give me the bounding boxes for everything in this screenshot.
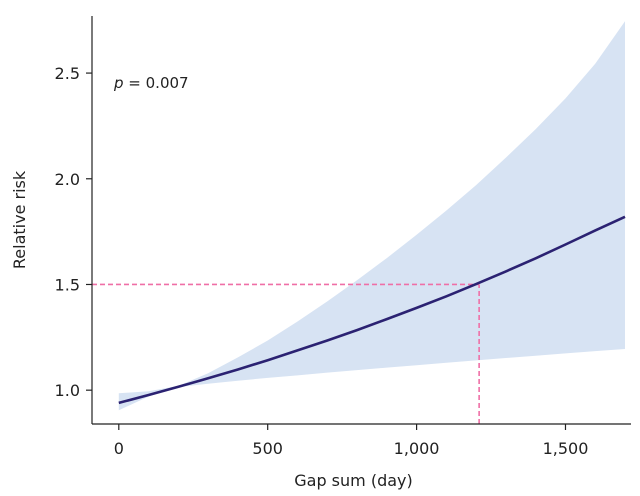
x-tick-label: 0	[114, 439, 124, 458]
y-tick-label: 1.5	[55, 275, 80, 294]
x-tick-label: 500	[252, 439, 283, 458]
confidence-band	[118, 21, 626, 411]
plot-area	[92, 21, 626, 424]
y-axis-title: Relative risk	[10, 170, 29, 269]
y-tick-label: 2.5	[55, 64, 80, 83]
p-symbol: p	[113, 74, 124, 92]
axes	[91, 16, 631, 425]
x-axis-title: Gap sum (day)	[294, 471, 413, 490]
relative-risk-line	[118, 215, 626, 405]
y-tick-label: 2.0	[55, 170, 80, 189]
x-tick-label: 1,000	[394, 439, 440, 458]
ticks: 1.0 1.5 2.0 2.5 0 500 1,000 1,500	[55, 64, 589, 458]
p-value-text: = 0.007	[124, 74, 189, 92]
y-tick-label: 1.0	[55, 381, 80, 400]
x-tick-label: 1,500	[543, 439, 589, 458]
p-value-annotation: p = 0.007	[113, 74, 189, 92]
